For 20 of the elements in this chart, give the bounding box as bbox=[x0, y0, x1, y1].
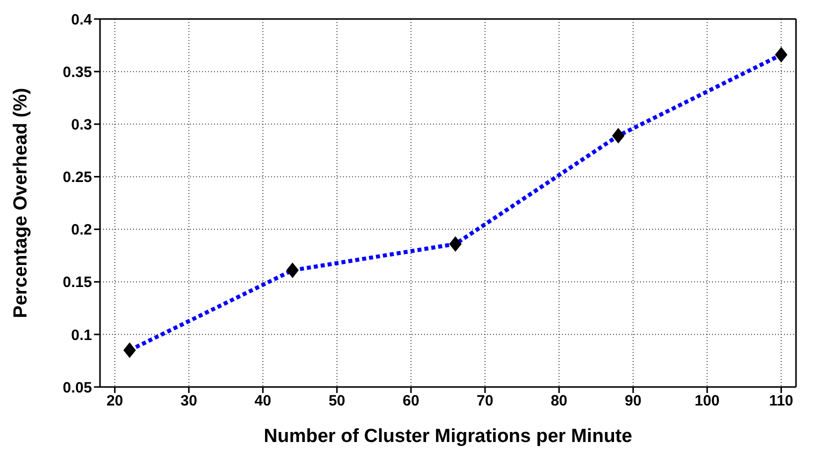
y-tick-label: 0.05 bbox=[62, 379, 92, 396]
x-tick-label: 110 bbox=[769, 392, 794, 410]
y-tick-label: 0.4 bbox=[71, 11, 93, 28]
y-tick-label: 0.35 bbox=[62, 64, 92, 81]
x-tick-label: 40 bbox=[254, 392, 272, 410]
x-tick-label: 30 bbox=[180, 392, 198, 410]
y-tick-label: 0.3 bbox=[71, 116, 92, 134]
y-tick-label: 0.2 bbox=[71, 222, 92, 239]
x-tick-label: 90 bbox=[624, 392, 642, 410]
x-tick-label: 20 bbox=[106, 392, 124, 410]
y-axis-title: Percentage Overhead (%) bbox=[10, 88, 32, 318]
x-tick-label: 80 bbox=[550, 392, 568, 410]
y-tick-label: 0.15 bbox=[62, 274, 92, 292]
x-axis-title: Number of Cluster Migrations per Minute bbox=[264, 426, 632, 447]
x-tick-label: 100 bbox=[694, 392, 720, 410]
y-tick-label: 0.25 bbox=[62, 169, 92, 186]
x-tick-label: 60 bbox=[402, 392, 420, 410]
x-tick-label: 70 bbox=[476, 392, 494, 410]
y-tick-label: 0.1 bbox=[71, 326, 92, 344]
x-tick-label: 50 bbox=[328, 392, 346, 410]
